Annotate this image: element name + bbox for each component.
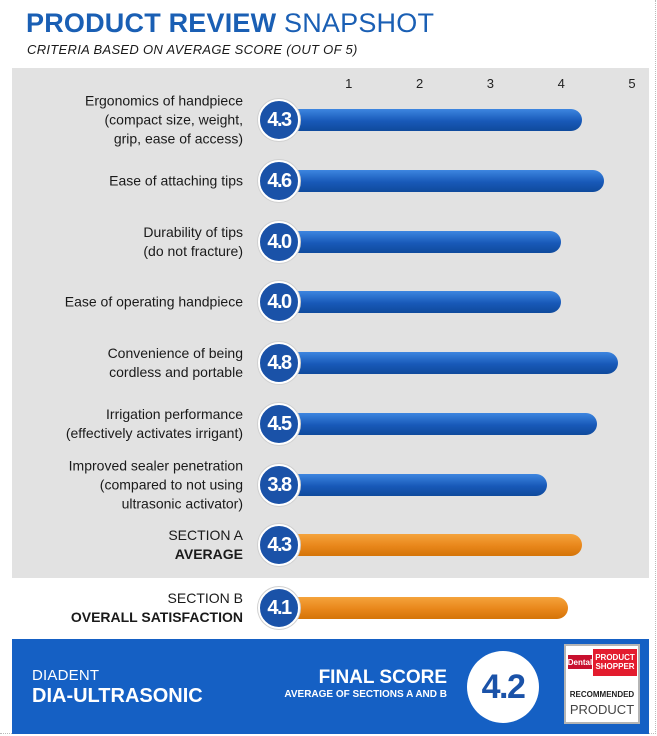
criterion-label: Irrigation performance (effectively activ… [3, 405, 243, 443]
criterion-label-line: (do not fracture) [143, 243, 243, 259]
final-score-value: 4.2 [467, 651, 539, 723]
criterion-label-line: Ease of operating handpiece [64, 293, 243, 310]
score-badge: 4.0 [258, 281, 300, 323]
score-badge: 4.1 [258, 587, 300, 629]
criterion-label-strong: OVERALL SATISFACTION [70, 609, 243, 625]
score-bar [278, 291, 562, 313]
criterion-label-line: grip, ease of access) [113, 130, 243, 147]
criterion-label-line: (compared to not using [99, 476, 243, 493]
title-bold: PRODUCT REVIEW [26, 8, 277, 38]
page-title: PRODUCT REVIEW SNAPSHOT [26, 8, 434, 39]
score-bar [278, 352, 618, 374]
logo-shopper-word: SHOPPER [595, 662, 635, 671]
score-bar [278, 534, 583, 556]
criterion-label-line: (compact size, weight, [104, 111, 244, 128]
criterion-label-line: Ergonomics of handpiece [85, 92, 243, 109]
criterion-label-line: Ease of attaching tips [109, 172, 243, 189]
score-bar [278, 597, 569, 619]
score-badge: 4.8 [258, 342, 300, 384]
product-name: DIA-ULTRASONIC [32, 685, 203, 707]
criterion-label: SECTION B OVERALL SATISFACTION [3, 589, 243, 627]
score-badge: 4.6 [258, 160, 300, 202]
footer-banner: DIADENT DIA-ULTRASONIC FINAL SCORE AVERA… [12, 639, 649, 734]
final-score-label: FINAL SCORE [318, 667, 447, 688]
score-bar [278, 474, 548, 496]
criterion-label: Ergonomics of handpiece (compact size, we… [3, 92, 243, 149]
axis-tick-label: 1 [345, 76, 353, 91]
score-bar [278, 231, 562, 253]
criterion-label-strong: AVERAGE [174, 546, 243, 562]
score-badge: 4.3 [258, 524, 300, 566]
logo-dental-text: Dental [568, 655, 592, 669]
final-score-subtitle: AVERAGE OF SECTIONS A AND B [284, 689, 447, 700]
score-badge: 4.5 [258, 403, 300, 445]
criterion-label: Convenience of being cordless and portabl… [3, 344, 243, 382]
brand-name: DIADENT [32, 667, 100, 684]
criterion-label-line: Irrigation performance [106, 406, 243, 422]
logo-recommended: RECOMMENDED [569, 690, 635, 699]
criterion-label-line: SECTION B [167, 590, 243, 606]
score-bar [278, 170, 604, 192]
criterion-label-line: (effectively activates irrigant) [65, 425, 243, 441]
logo-header: Dental PRODUCT SHOPPER [568, 649, 637, 679]
axis-tick-label: 4 [557, 76, 565, 91]
criterion-label-line: cordless and portable [109, 364, 243, 380]
criterion-label: Ease of attaching tips [3, 172, 243, 191]
axis-tick-label: 2 [415, 76, 424, 91]
page-subtitle: CRITERIA BASED ON AVERAGE SCORE (OUT OF … [27, 42, 358, 57]
logo-product-shopper: PRODUCT SHOPPER [593, 649, 637, 676]
recommended-logo: Dental PRODUCT SHOPPER RECOMMENDED PRODUC… [564, 644, 640, 724]
score-badge: 4.0 [258, 221, 300, 263]
criterion-label: Improved sealer penetration (compared to … [3, 457, 243, 514]
axis-tick-label: 5 [628, 76, 636, 91]
logo-product: PRODUCT [569, 702, 635, 717]
criterion-label-line: Durability of tips [143, 224, 243, 240]
score-bar [278, 109, 583, 131]
criterion-label: Durability of tips (do not fracture) [3, 223, 243, 261]
logo-product-word: PRODUCT [595, 653, 635, 662]
criterion-label-line: ultrasonic activator) [121, 495, 243, 512]
score-badge: 3.8 [258, 464, 300, 506]
title-light: SNAPSHOT [284, 8, 435, 38]
score-badge: 4.3 [258, 99, 300, 141]
criterion-label: SECTION A AVERAGE [3, 526, 243, 564]
criterion-label-line: SECTION A [168, 527, 243, 543]
criterion-label-line: Convenience of being [107, 345, 243, 361]
axis-tick-label: 3 [486, 76, 495, 91]
criterion-label-line: Improved sealer penetration [68, 457, 243, 474]
criterion-label: Ease of operating handpiece [3, 293, 243, 312]
score-bar [278, 413, 597, 435]
